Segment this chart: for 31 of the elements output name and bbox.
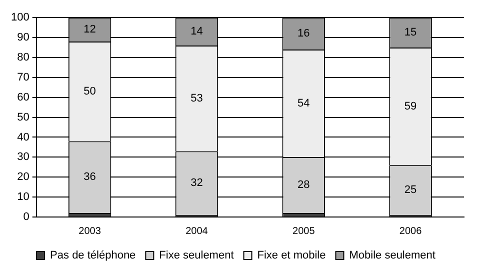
y-tick-label: 90 [17,32,30,44]
y-tick-label: 20 [17,171,30,184]
data-label: 59 [404,100,417,112]
y-tick-label: 40 [17,131,30,144]
data-label: 53 [190,92,203,104]
data-label: 54 [298,97,310,110]
data-label: 15 [404,26,417,39]
y-tick-label: 0 [23,211,30,224]
legend-label: Fixe et mobile [257,250,326,262]
x-tick-label: 2004 [186,226,208,237]
x-tick-label: 2005 [292,226,316,237]
legend-label: Pas de téléphone [50,250,136,262]
y-tick-label: 80 [17,52,30,64]
legend-label: Fixe seulement [159,250,234,262]
y-tick-label: 70 [17,71,30,84]
data-label: 16 [298,28,310,40]
data-label: 28 [298,179,310,192]
data-label: 25 [404,184,417,196]
data-label: 50 [84,85,96,98]
data-label: 12 [84,24,96,36]
x-tick-label: 2003 [78,226,102,237]
data-label: 36 [84,171,96,184]
x-tick-label: 2006 [399,226,422,237]
y-tick-label: 10 [17,191,30,204]
data-label: 32 [190,177,203,190]
legend-label: Mobile seulement [349,250,436,262]
data-label: 14 [190,26,203,38]
y-tick-label: 50 [17,111,30,124]
y-tick-label: 30 [17,151,30,164]
y-tick-label: 100 [10,12,30,24]
y-tick-label: 60 [17,91,30,104]
